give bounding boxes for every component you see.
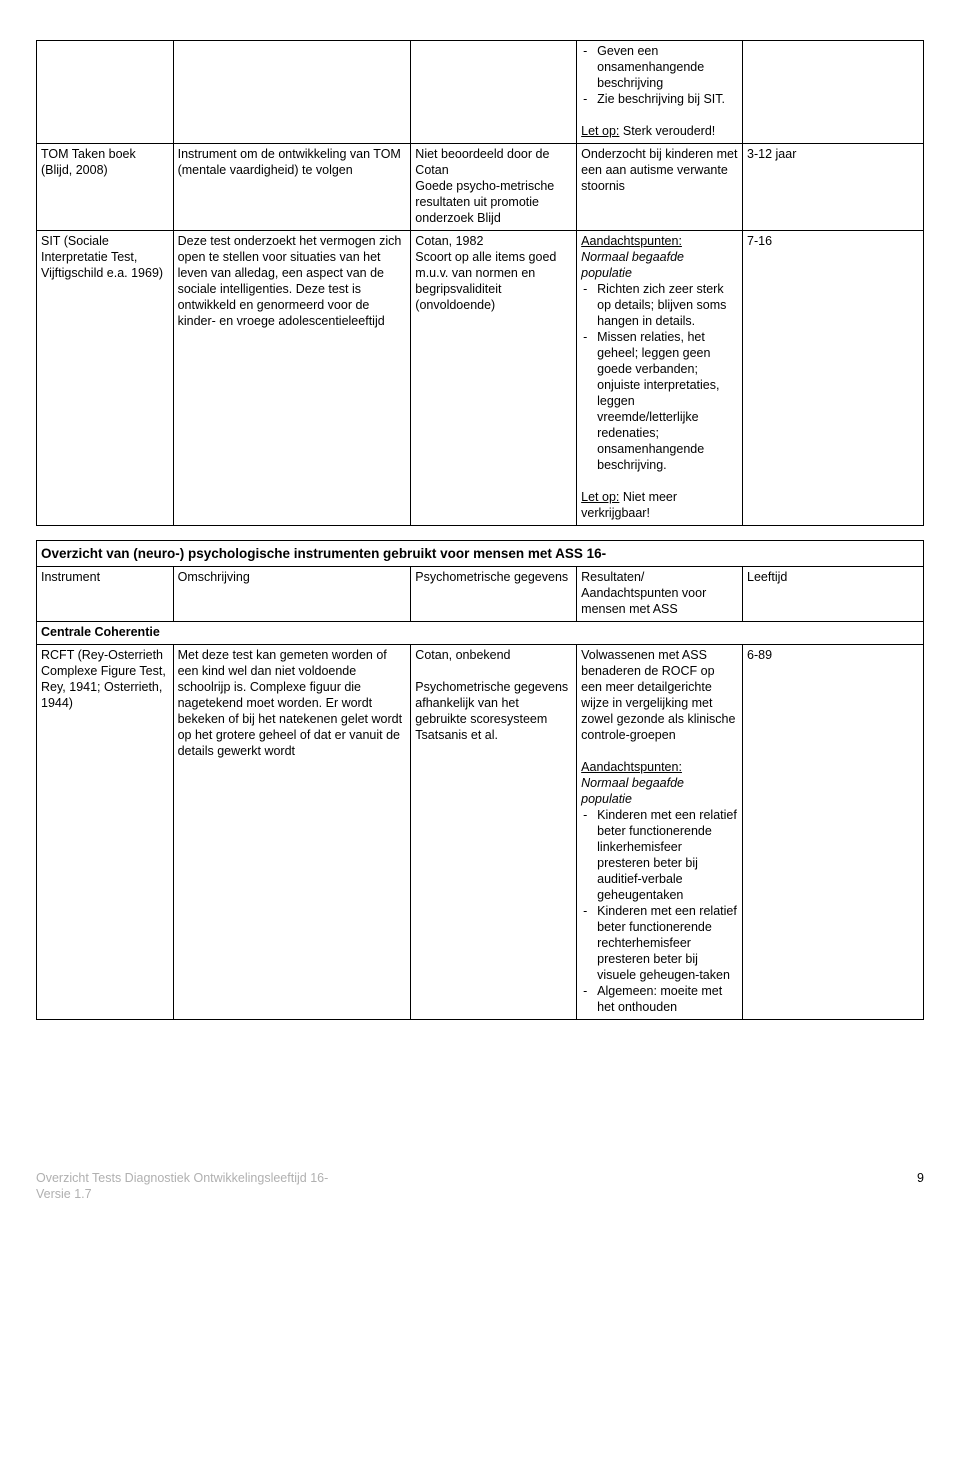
footer-version: Versie 1.7	[36, 1187, 92, 1201]
list-item: Zie beschrijving bij SIT.	[583, 91, 738, 107]
population-italic: Normaal begaafde populatie	[581, 776, 684, 806]
aandachtspunten-label: Aandachtspunten:	[581, 760, 682, 774]
table-header-row: Instrument Omschrijving Psychometrische …	[37, 567, 924, 622]
col-header: Omschrijving	[173, 567, 411, 622]
page-number: 9	[917, 1170, 924, 1202]
footer-left: Overzicht Tests Diagnostiek Ontwikkeling…	[36, 1170, 328, 1202]
population-italic: Normaal begaafde populatie	[581, 250, 684, 280]
cell-empty	[743, 41, 924, 144]
bullet-list: Richten zich zeer sterk op details; blij…	[581, 281, 738, 473]
list-item: Geven een onsamenhangende beschrijving	[583, 43, 738, 91]
list-item: Kinderen met een relatief beter function…	[583, 807, 738, 903]
list-item: Missen relaties, het geheel; leggen geen…	[583, 329, 738, 473]
table-row: Geven een onsamenhangende beschrijving Z…	[37, 41, 924, 144]
page-footer: Overzicht Tests Diagnostiek Ontwikkeling…	[36, 1170, 924, 1202]
letop-label: Let op:	[581, 490, 619, 504]
cell-description: Instrument om de ontwikkeling van TOM (m…	[173, 144, 411, 231]
cell-results: Onderzocht bij kinderen met een aan auti…	[577, 144, 743, 231]
cell-instrument: RCFT (Rey-Osterrieth Complexe Figure Tes…	[37, 645, 174, 1020]
subsection-header: Centrale Coherentie	[37, 622, 924, 645]
cell-psychometric: Cotan, onbekend Psychometrische gegevens…	[411, 645, 577, 1020]
cell-empty	[173, 41, 411, 144]
cell-age: 6-89	[743, 645, 924, 1020]
subsection-row: Centrale Coherentie	[37, 622, 924, 645]
cell-instrument: TOM Taken boek (Blijd, 2008)	[37, 144, 174, 231]
col-header: Leeftijd	[743, 567, 924, 622]
table-instruments-1: Geven een onsamenhangende beschrijving Z…	[36, 40, 924, 526]
section-header: Overzicht van (neuro-) psychologische in…	[37, 541, 924, 567]
bullet-list: Kinderen met een relatief beter function…	[581, 807, 738, 1015]
letop-label: Let op:	[581, 124, 619, 138]
footer-title: Overzicht Tests Diagnostiek Ontwikkeling…	[36, 1171, 328, 1185]
cell-description: Met deze test kan gemeten worden of een …	[173, 645, 411, 1020]
cell-empty	[411, 41, 577, 144]
table-row: SIT (Sociale Interpretatie Test, Vijftig…	[37, 231, 924, 526]
cell-instrument: SIT (Sociale Interpretatie Test, Vijftig…	[37, 231, 174, 526]
cell-results: Volwassenen met ASS benaderen de ROCF op…	[577, 645, 743, 1020]
table-row: TOM Taken boek (Blijd, 2008) Instrument …	[37, 144, 924, 231]
bullet-list: Geven een onsamenhangende beschrijving Z…	[581, 43, 738, 107]
cell-results: Geven een onsamenhangende beschrijving Z…	[577, 41, 743, 144]
table-instruments-2: Overzicht van (neuro-) psychologische in…	[36, 540, 924, 1020]
col-header: Resultaten/ Aandachtspunten voor mensen …	[577, 567, 743, 622]
letop-text: Sterk verouderd!	[619, 124, 715, 138]
cell-empty	[37, 41, 174, 144]
list-item: Richten zich zeer sterk op details; blij…	[583, 281, 738, 329]
cell-age: 7-16	[743, 231, 924, 526]
table-row: RCFT (Rey-Osterrieth Complexe Figure Tes…	[37, 645, 924, 1020]
intro-text: Volwassenen met ASS benaderen de ROCF op…	[581, 648, 735, 742]
cell-psychometric: Cotan, 1982 Scoort op alle items goed m.…	[411, 231, 577, 526]
col-header: Instrument	[37, 567, 174, 622]
list-item: Algemeen: moeite met het onthouden	[583, 983, 738, 1015]
cell-results: Aandachtspunten: Normaal begaafde popula…	[577, 231, 743, 526]
cell-psychometric: Niet beoordeeld door de Cotan Goede psyc…	[411, 144, 577, 231]
col-header: Psychometrische gegevens	[411, 567, 577, 622]
cell-age: 3-12 jaar	[743, 144, 924, 231]
section-header-row: Overzicht van (neuro-) psychologische in…	[37, 541, 924, 567]
cell-description: Deze test onderzoekt het vermogen zich o…	[173, 231, 411, 526]
aandachtspunten-label: Aandachtspunten:	[581, 234, 682, 248]
list-item: Kinderen met een relatief beter function…	[583, 903, 738, 983]
